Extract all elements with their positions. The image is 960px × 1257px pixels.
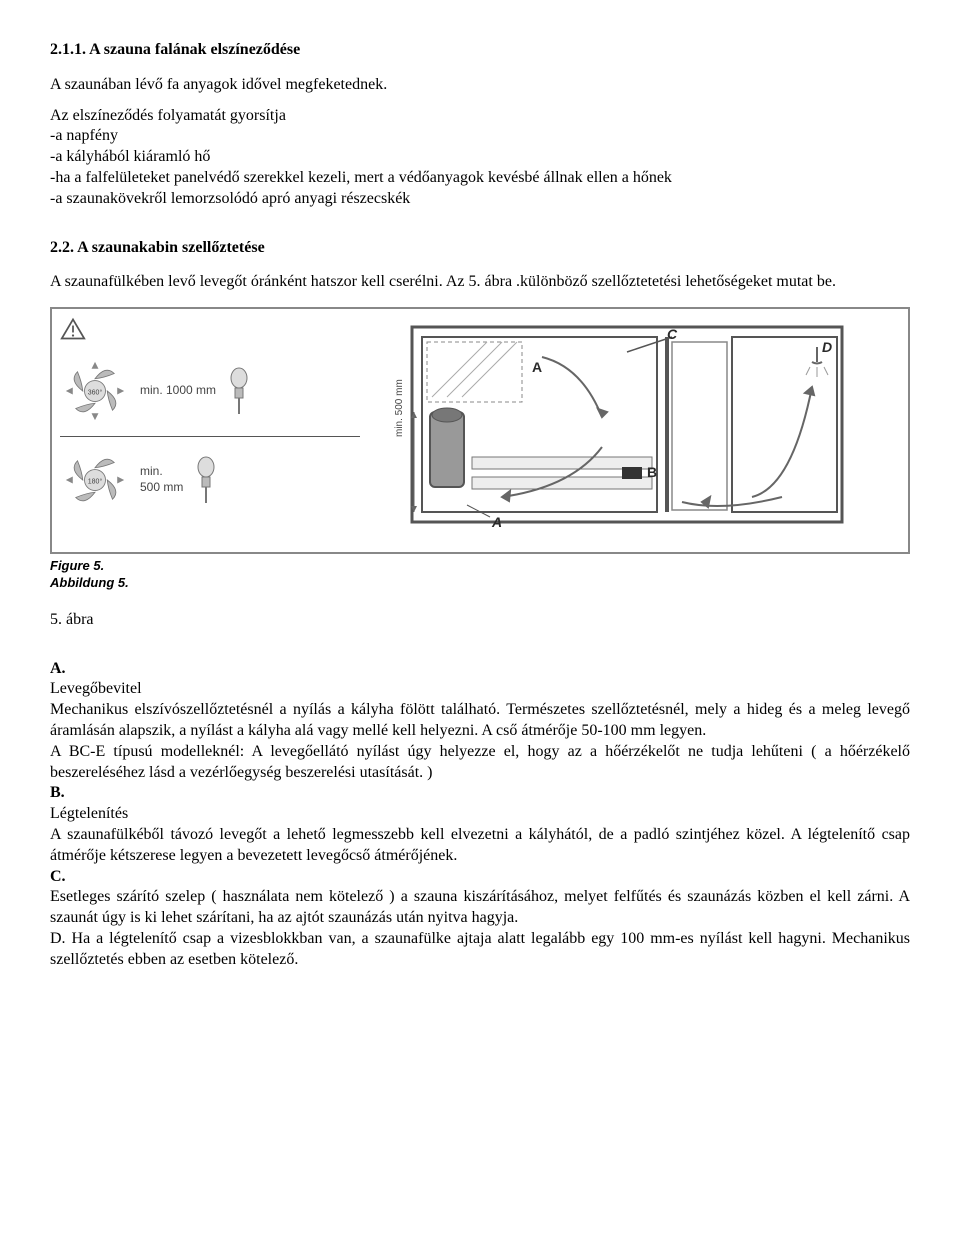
figure-caption: Figure 5. Abbildung 5.: [50, 558, 910, 592]
fan-180-icon: 180°: [60, 445, 130, 515]
figure-label-D: D: [822, 339, 832, 355]
sectionA-p2: A BC-E típusú modelleknél: A levegőellát…: [50, 742, 910, 784]
section1-p2d: -ha a falfelületeket panelvédő szerekkel…: [50, 168, 910, 189]
sectionB-heading: B.: [50, 783, 910, 804]
section1-p1: A szaunában lévő fa anyagok idővel megfe…: [50, 75, 910, 96]
sectionC-p1: Esetleges szárító szelep ( használata ne…: [50, 887, 910, 929]
fan-180-deg: 180°: [88, 477, 103, 485]
sectionC-heading: C.: [50, 867, 910, 888]
figure-caption-2: Abbildung 5.: [50, 575, 910, 592]
figure-left-panel: 360° min. 1000 mm: [60, 317, 360, 525]
fan-180-label: min. 500 mm: [140, 464, 183, 495]
fan-360-row: 360° min. 1000 mm: [60, 356, 360, 437]
fan-180-row: 180° min. 500 mm: [60, 445, 360, 525]
sectionB: B. Légtelenítés A szaunafülkéből távozó …: [50, 783, 910, 866]
sauna-diagram: A min. 500 mm B A: [372, 317, 852, 537]
figure-label-A-top: A: [532, 359, 542, 375]
section1-p2c: -a kályhából kiáramló hő: [50, 147, 910, 168]
fan-360-label: min. 1000 mm: [140, 383, 216, 399]
sectionB-p1: A szaunafülkéből távozó levegőt a lehető…: [50, 825, 910, 867]
figure-caption-1: Figure 5.: [50, 558, 910, 575]
figure-label-B: B: [647, 464, 657, 480]
fan-360-deg: 360°: [88, 388, 103, 396]
warning-icon: [60, 317, 360, 348]
fan-360-icon: 360°: [60, 356, 130, 426]
sectionA-sub: Levegőbevitel: [50, 679, 910, 700]
sectionC: C. Esetleges szárító szelep ( használata…: [50, 867, 910, 929]
bulb-icon-2: [193, 455, 219, 505]
section-2-2-heading: 2.2. A szaunakabin szellőztetése: [50, 238, 910, 259]
bulb-icon: [226, 366, 252, 416]
figure-label-below: 5. ábra: [50, 610, 910, 631]
section1-p2a: Az elszíneződés folyamatát gyorsítja: [50, 106, 910, 127]
figure-5: 360° min. 1000 mm: [50, 307, 910, 554]
sectionA-heading: A.: [50, 659, 910, 680]
section-2-1-1-heading: 2.1.1. A szauna falának elszíneződése: [50, 40, 910, 61]
section1-list: Az elszíneződés folyamatát gyorsítja -a …: [50, 106, 910, 210]
figure-right-panel: A min. 500 mm B A: [372, 317, 900, 544]
section1-p2b: -a napfény: [50, 126, 910, 147]
sectionB-sub: Légtelenítés: [50, 804, 910, 825]
sectionD-p1: D. Ha a légtelenítő csap a vizesblokkban…: [50, 929, 910, 971]
figure-label-A-bottom: A: [491, 514, 502, 530]
section1-p2e: -a szaunakövekről lemorzsolódó apró anya…: [50, 189, 910, 210]
sectionA: A. Levegőbevitel Mechanikus elszívószell…: [50, 659, 910, 784]
section2-p1: A szaunafülkében levő levegőt óránként h…: [50, 272, 910, 293]
figure-min500: min. 500 mm: [394, 379, 405, 437]
sectionA-p1: Mechanikus elszívószellőztetésnél a nyíl…: [50, 700, 910, 742]
